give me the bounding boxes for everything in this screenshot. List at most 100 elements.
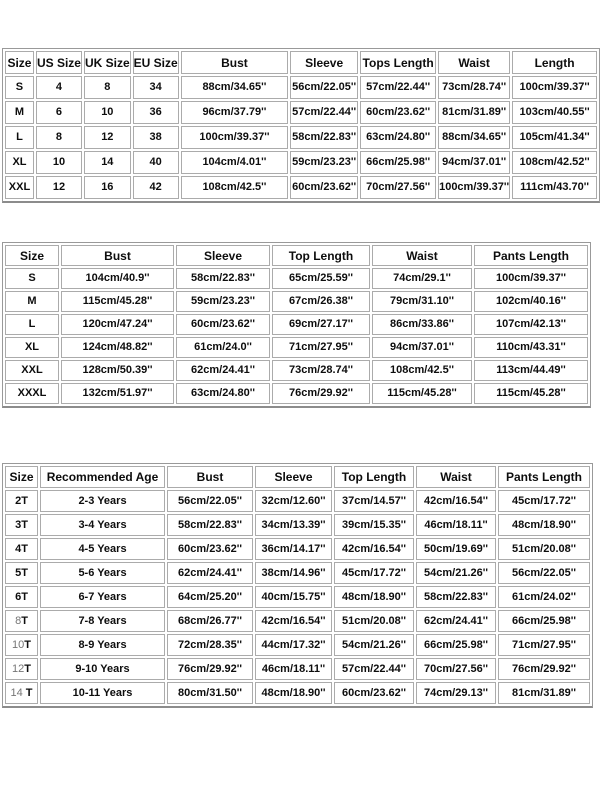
size-chart-page: Size US Size UK Size EU Size Bust Sleeve Tops … — [0, 48, 600, 798]
value-cell: 59cm/23.23'' — [290, 151, 359, 174]
value-cell: 79cm/31.10'' — [372, 291, 472, 312]
value-cell: 6-7 Years — [40, 586, 165, 608]
size-cell: 10T — [5, 634, 38, 656]
value-cell: 60cm/23.62'' — [360, 101, 437, 124]
value-cell: 104cm/4.01'' — [180, 151, 289, 174]
value-cell: 10 — [83, 101, 131, 124]
column-header: Tops Length — [360, 51, 437, 74]
column-header: Waist — [372, 245, 472, 266]
value-cell: 81cm/31.89'' — [498, 682, 590, 704]
value-cell: 59cm/23.23'' — [176, 291, 270, 312]
value-cell: 86cm/33.86'' — [372, 314, 472, 335]
value-cell: 76cm/29.92'' — [167, 658, 253, 680]
column-header: Size — [5, 466, 38, 488]
value-cell: 100cm/39.37'' — [438, 176, 511, 199]
value-cell: 71cm/27.95'' — [498, 634, 590, 656]
table-row: M 115cm/45.28'' 59cm/23.23'' 67cm/26.38'' 79… — [5, 291, 588, 312]
value-cell: 50cm/19.69'' — [416, 538, 496, 560]
size-cell: 5T — [5, 562, 38, 584]
value-cell: 100cm/39.37'' — [180, 126, 289, 149]
value-cell: 5-6 Years — [40, 562, 165, 584]
value-cell: 48cm/18.90'' — [255, 682, 332, 704]
value-cell: 34cm/13.39'' — [255, 514, 332, 536]
value-cell: 38 — [132, 126, 179, 149]
value-cell: 107cm/42.13'' — [474, 314, 588, 335]
value-cell: 73cm/28.74'' — [272, 360, 370, 381]
value-cell: 60cm/23.62'' — [334, 682, 414, 704]
column-header: Size — [5, 245, 59, 266]
table-row: M 6 10 36 96cm/37.79'' 57cm/22.44'' 60cm/23.62… — [5, 101, 597, 124]
value-cell: 42cm/16.54'' — [255, 610, 332, 632]
value-cell: 48cm/18.90'' — [498, 514, 590, 536]
value-cell: 16 — [83, 176, 131, 199]
size-cell: M — [5, 291, 59, 312]
column-header: Bust — [180, 51, 289, 74]
value-cell: 3-4 Years — [40, 514, 165, 536]
value-cell: 66cm/25.98'' — [416, 634, 496, 656]
value-cell: 58cm/22.83'' — [416, 586, 496, 608]
table-row: 4T 4-5 Years 60cm/23.62'' 36cm/14.17'' 42cm/… — [5, 538, 590, 560]
size-number: 14 — [10, 686, 26, 699]
value-cell: 8-9 Years — [40, 634, 165, 656]
value-cell: 115cm/45.28'' — [61, 291, 174, 312]
value-cell: 115cm/45.28'' — [372, 383, 472, 404]
value-cell: 103cm/40.55'' — [512, 101, 597, 124]
value-cell: 72cm/28.35'' — [167, 634, 253, 656]
value-cell: 57cm/22.44'' — [360, 76, 437, 99]
value-cell: 104cm/40.9'' — [61, 268, 174, 289]
value-cell: 38cm/14.96'' — [255, 562, 332, 584]
size-cell: XXXL — [5, 383, 59, 404]
value-cell: 80cm/31.50'' — [167, 682, 253, 704]
column-header: Sleeve — [176, 245, 270, 266]
value-cell: 4 — [35, 76, 82, 99]
value-cell: 69cm/27.17'' — [272, 314, 370, 335]
value-cell: 65cm/25.59'' — [272, 268, 370, 289]
header-row: Size US Size UK Size EU Size Bust Sleeve Tops … — [5, 51, 597, 74]
adult-outfit-size-chart: Size Bust Sleeve Top Length Waist Pants Lengt… — [2, 242, 591, 408]
column-header: Top Length — [334, 466, 414, 488]
value-cell: 102cm/40.16'' — [474, 291, 588, 312]
column-header: Pants Length — [498, 466, 590, 488]
value-cell: 108cm/42.5'' — [180, 176, 289, 199]
value-cell: 54cm/21.26'' — [334, 634, 414, 656]
value-cell: 71cm/27.95'' — [272, 337, 370, 358]
value-cell: 73cm/28.74'' — [438, 76, 511, 99]
table-row: 10T 8-9 Years 72cm/28.35'' 44cm/17.32'' 54cm… — [5, 634, 590, 656]
value-cell: 36 — [132, 101, 179, 124]
size-cell: XL — [5, 337, 59, 358]
size-cell: S — [5, 268, 59, 289]
table-row: 8T 7-8 Years 68cm/26.77'' 42cm/16.54'' 51cm/… — [5, 610, 590, 632]
value-cell: 8 — [35, 126, 82, 149]
value-cell: 70cm/27.56'' — [416, 658, 496, 680]
value-cell: 105cm/41.34'' — [512, 126, 597, 149]
value-cell: 36cm/14.17'' — [255, 538, 332, 560]
value-cell: 81cm/31.89'' — [438, 101, 511, 124]
value-cell: 66cm/25.98'' — [498, 610, 590, 632]
value-cell: 42cm/16.54'' — [334, 538, 414, 560]
column-header: EU Size — [132, 51, 179, 74]
value-cell: 9-10 Years — [40, 658, 165, 680]
value-cell: 34 — [132, 76, 179, 99]
value-cell: 63cm/24.80'' — [176, 383, 270, 404]
value-cell: 40 — [132, 151, 179, 174]
value-cell: 8 — [83, 76, 131, 99]
size-cell: XL — [5, 151, 34, 174]
value-cell: 10-11 Years — [40, 682, 165, 704]
kids-size-chart: Size Recommended Age Bust Sleeve Top Length W… — [2, 463, 593, 708]
value-cell: 88cm/34.65'' — [438, 126, 511, 149]
value-cell: 74cm/29.1'' — [372, 268, 472, 289]
table-row: 14 T 10-11 Years 80cm/31.50'' 48cm/18.90'' 6… — [5, 682, 590, 704]
table-row: S 104cm/40.9'' 58cm/22.83'' 65cm/25.59'' 74c… — [5, 268, 588, 289]
value-cell: 108cm/42.5'' — [372, 360, 472, 381]
value-cell: 94cm/37.01'' — [372, 337, 472, 358]
size-number: 10 — [12, 638, 25, 651]
value-cell: 32cm/12.60'' — [255, 490, 332, 512]
column-header: Top Length — [272, 245, 370, 266]
value-cell: 74cm/29.13'' — [416, 682, 496, 704]
size-cell: 12T — [5, 658, 38, 680]
value-cell: 111cm/43.70'' — [512, 176, 597, 199]
value-cell: 2-3 Years — [40, 490, 165, 512]
value-cell: 108cm/42.52'' — [512, 151, 597, 174]
value-cell: 40cm/15.75'' — [255, 586, 332, 608]
table-row: S 4 8 34 88cm/34.65'' 56cm/22.05'' 57cm/22.44'… — [5, 76, 597, 99]
